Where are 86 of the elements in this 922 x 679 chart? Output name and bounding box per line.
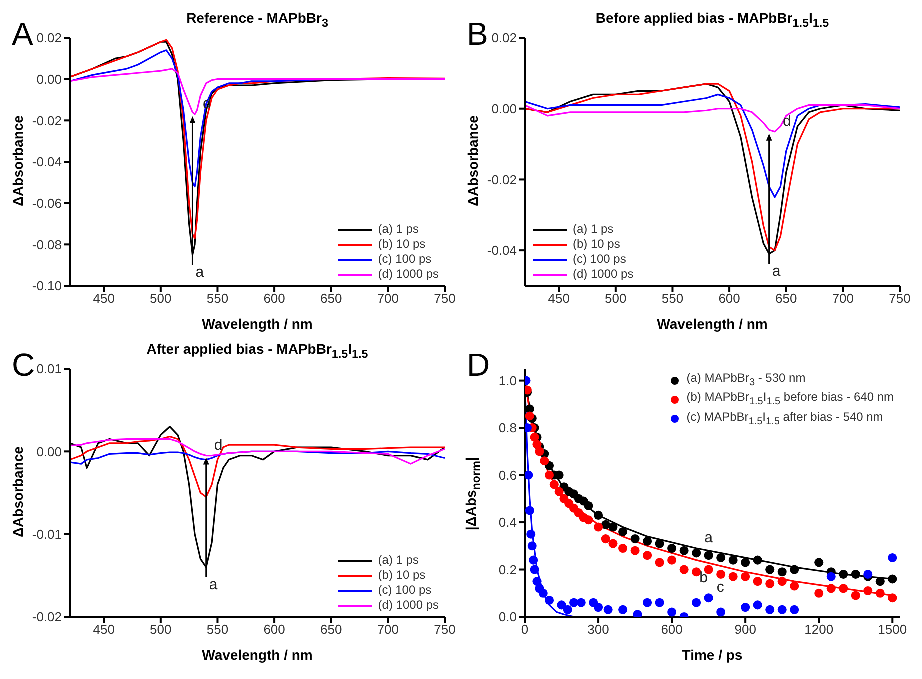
y-tick-label: 0.2 (498, 562, 517, 578)
y-tick-label: 0.6 (498, 468, 517, 483)
y-tick-label: -0.08 (32, 237, 62, 252)
x-tick-label: 700 (377, 622, 400, 638)
x-tick-label: 300 (588, 622, 610, 638)
x-tick-label: 650 (320, 291, 342, 306)
x-tick-label: 750 (434, 622, 456, 638)
annotation: d (783, 112, 792, 130)
x-axis-title: Wavelength / nm (201, 647, 314, 663)
x-tick-label: 600 (661, 622, 683, 638)
chart-title: After applied bias - MAPbBr$_{1.5}$I$_{1.5}$ (146, 341, 370, 361)
y-tick-label: -0.04 (32, 154, 62, 170)
x-tick-label: 550 (662, 291, 684, 306)
chart-title: Before applied bias - MAPbBr$_{1.5}$I$_{1.5}$ (594, 10, 830, 30)
y-tick-label: 0.02 (36, 30, 62, 46)
legend-label: (c) 100 ps (573, 252, 626, 267)
x-tick-label: 600 (264, 622, 286, 638)
legend-label: (c) 100 ps (378, 252, 432, 267)
y-tick-label: 0.00 (36, 444, 62, 460)
text: B (467, 16, 488, 53)
y-tick-label: 1.0 (498, 373, 517, 388)
legend-label: (d) 1000 ps (378, 598, 439, 613)
x-axis-title: Wavelength / nm (656, 316, 769, 332)
y-axis-title: ΔAbsorbance (10, 114, 26, 208)
y-tick-label: 0.4 (498, 515, 517, 530)
x-tick-label: 600 (264, 291, 286, 306)
y-tick-label: 0.00 (492, 101, 517, 116)
legend-label: (a) 1 ps (378, 553, 419, 568)
y-tick-label: -0.04 (487, 243, 517, 258)
legend-label: (a) 1 ps (378, 222, 419, 237)
y-tick-label: -0.02 (487, 172, 517, 188)
x-tick-label: 750 (889, 291, 911, 306)
legend-label: (a) 1 ps (573, 222, 614, 237)
text: A (12, 16, 34, 53)
annotation: a (196, 264, 205, 281)
x-tick-label: 1200 (804, 622, 834, 638)
text: D (467, 347, 490, 384)
legend-label: (b) 10 ps (378, 568, 426, 583)
y-tick-label: -0.02 (32, 610, 62, 625)
x-tick-label: 700 (832, 291, 854, 306)
legend-label: (c) MAPbBr$_{1.5}$I$_{1.5}$ after bias - 540 nm (686, 410, 884, 430)
y-tick-label: 0.01 (36, 362, 62, 377)
x-tick-label: 450 (93, 622, 115, 638)
annotation: d (214, 436, 223, 454)
legend-label: (b) 10 ps (573, 237, 620, 252)
x-tick-label: 550 (206, 622, 229, 638)
y-tick-label: -0.10 (32, 278, 62, 294)
legend-label: (b) 10 ps (378, 237, 426, 252)
x-tick-label: 500 (605, 291, 627, 306)
x-tick-label: 650 (776, 291, 798, 306)
annotation: d (203, 95, 212, 112)
y-tick-label: -0.02 (32, 113, 62, 128)
x-tick-label: 900 (734, 622, 756, 638)
y-tick-label: 0.00 (36, 72, 62, 87)
y-axis-title: ΔAbsorbance (10, 446, 26, 540)
x-tick-label: 1500 (878, 622, 908, 638)
legend-label: (d) 1000 ps (378, 267, 439, 282)
y-tick-label: 0.0 (498, 610, 517, 625)
annotation: a (772, 263, 782, 280)
x-axis-title: Wavelength / nm (201, 316, 314, 332)
legend-label: (a) MAPbBr$_{3}$ - 530 nm (686, 371, 806, 390)
legend-label: (b) MAPbBr$_{1.5}$I$_{1.5}$ before bias - 640 nm (686, 390, 894, 410)
y-tick-label: -0.01 (32, 526, 62, 542)
annotation: c (716, 579, 725, 596)
y-tick-label: -0.06 (32, 196, 62, 211)
x-tick-label: 550 (206, 291, 229, 306)
x-tick-label: 450 (93, 291, 115, 306)
legend-label: (d) 1000 ps (573, 267, 634, 282)
x-tick-label: 500 (150, 291, 172, 306)
x-tick-label: 450 (548, 291, 570, 306)
y-axis-title: ΔAbsorbance (465, 114, 481, 208)
annotation: a (209, 576, 218, 594)
x-tick-label: 600 (718, 291, 740, 306)
x-tick-label: 500 (150, 622, 172, 638)
x-tick-label: 0 (521, 622, 529, 638)
x-tick-label: 650 (320, 622, 342, 638)
legend-label: (c) 100 ps (378, 583, 432, 598)
annotation: b (700, 569, 708, 586)
y-tick-label: 0.8 (498, 420, 517, 436)
y-tick-label: 0.02 (492, 30, 517, 46)
x-tick-label: 700 (377, 291, 400, 306)
annotation: a (704, 530, 714, 547)
x-axis-title: Time / ps (681, 647, 744, 663)
text: C (12, 347, 36, 384)
x-tick-label: 750 (434, 291, 456, 306)
chart-title: Reference - MAPbBr$_{3}$ (186, 10, 330, 30)
